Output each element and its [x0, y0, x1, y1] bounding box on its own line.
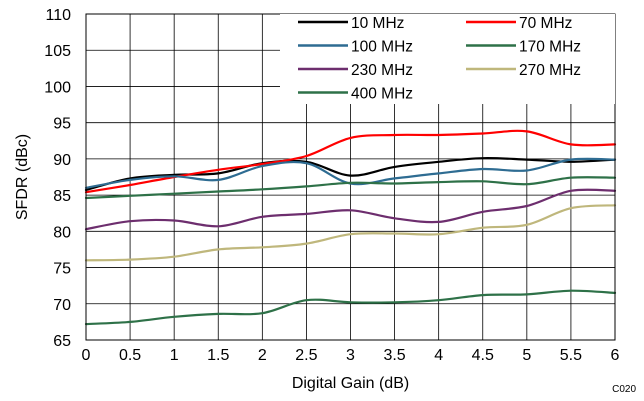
series-line-400-mhz [84, 289, 617, 326]
x-tick-label-11: 5.5 [560, 347, 582, 364]
x-tick-label-4: 2 [258, 347, 267, 364]
series-line-170-mhz [84, 176, 617, 200]
x-tick-label-10: 5 [522, 347, 531, 364]
legend-label-170-mhz: 170 MHz [519, 39, 581, 56]
x-tick-label-3: 1.5 [207, 347, 229, 364]
y-tick-label-4: 85 [53, 188, 71, 205]
series-line-10-mhz [84, 157, 617, 192]
x-tick-label-8: 4 [434, 347, 443, 364]
y-tick-label-2: 75 [53, 261, 71, 278]
y-tick-label-7: 100 [44, 79, 71, 96]
series-line-230-mhz [84, 188, 617, 231]
x-tick-label-9: 4.5 [472, 347, 494, 364]
y-axis-title: SFDR (dBc) [14, 134, 31, 220]
x-tick-label-5: 2.5 [295, 347, 317, 364]
x-tick-labels: 0 0.5 1 1.5 2 2.5 3 3.5 4 4.5 5 5.5 6 [82, 347, 620, 364]
y-tick-label-8: 105 [44, 43, 71, 60]
legend: 10 MHz 70 MHz 100 MHz 170 MHz 230 MHz 270 MHz… [280, 14, 615, 104]
legend-label-70-mhz: 70 MHz [519, 15, 572, 32]
legend-label-100-mhz: 100 MHz [351, 39, 413, 56]
figure-code-label: C020 [612, 384, 636, 395]
legend-label-10-mhz: 10 MHz [351, 15, 404, 32]
x-tick-label-7: 3.5 [383, 347, 405, 364]
x-tick-label-0: 0 [82, 347, 91, 364]
series-line-270-mhz [84, 204, 617, 262]
y-tick-labels: 65 70 75 80 85 90 95 100 105 110 [44, 7, 71, 350]
x-tick-label-1: 0.5 [119, 347, 141, 364]
series-lines [84, 129, 617, 326]
x-tick-label-2: 1 [170, 347, 179, 364]
y-tick-label-0: 65 [53, 333, 71, 350]
y-tick-label-5: 90 [53, 152, 71, 169]
legend-label-230-mhz: 230 MHz [351, 62, 413, 79]
x-tick-label-12: 6 [611, 347, 620, 364]
y-tick-label-1: 70 [53, 297, 71, 314]
y-tick-label-9: 110 [45, 7, 71, 24]
y-tick-label-6: 95 [53, 116, 71, 133]
y-tick-label-3: 80 [53, 224, 71, 241]
legend-label-400-mhz: 400 MHz [351, 86, 413, 103]
legend-label-270-mhz: 270 MHz [519, 62, 581, 79]
legend-background [280, 14, 615, 104]
x-tick-label-6: 3 [346, 347, 355, 364]
x-axis-title: Digital Gain (dB) [292, 375, 409, 392]
